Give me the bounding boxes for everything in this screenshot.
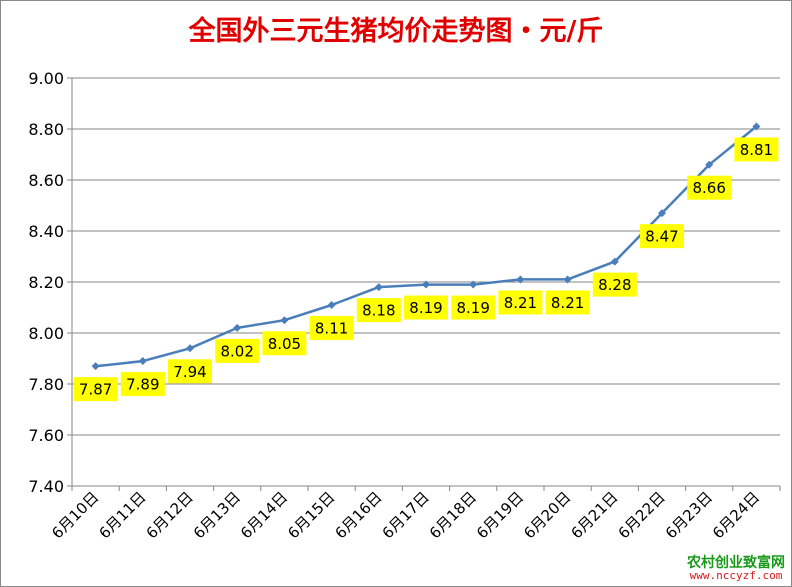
data-label-bg-10 <box>545 290 590 315</box>
data-point-5 <box>327 300 336 309</box>
data-label-bg-9 <box>498 290 543 315</box>
x-tick-label-13: 6月23日 <box>662 488 716 542</box>
x-tick-label-7: 6月17日 <box>379 488 433 542</box>
watermark-logo: 农村创业致富网 www.nccyzf.com <box>687 556 785 582</box>
data-label-10: 8.21 <box>551 294 584 312</box>
x-axis-ticks: 6月10日6月11日6月12日6月13日6月14日6月15日6月16日6月17日… <box>48 488 763 542</box>
data-label-11: 8.28 <box>598 276 631 294</box>
data-point-6 <box>374 283 383 292</box>
data-point-3 <box>233 323 242 332</box>
data-label-6: 8.18 <box>362 302 395 320</box>
data-point-0 <box>91 362 100 371</box>
x-tick-label-6: 6月16日 <box>331 488 385 542</box>
data-point-1 <box>138 357 147 366</box>
watermark-url: www.nccyzf.com <box>689 569 783 583</box>
data-label-bg-8 <box>451 295 496 320</box>
x-tick-label-8: 6月18日 <box>426 488 480 542</box>
data-label-bg-5 <box>309 315 354 340</box>
x-tick-label-5: 6月15日 <box>284 488 338 542</box>
y-tick-label-1: 7.60 <box>28 426 64 445</box>
data-label-13: 8.66 <box>692 179 725 197</box>
data-label-bg-11 <box>592 272 637 297</box>
y-tick-label-0: 7.40 <box>28 477 64 496</box>
data-label-9: 8.21 <box>504 294 537 312</box>
data-label-14: 8.81 <box>740 141 773 159</box>
watermark-name: 农村创业致富网 <box>687 554 785 571</box>
data-point-7 <box>422 280 430 289</box>
data-label-bg-3 <box>215 338 260 363</box>
y-tick-label-2: 7.80 <box>28 375 64 394</box>
y-tick-label-4: 8.20 <box>28 273 64 292</box>
data-label-0: 7.87 <box>79 381 112 399</box>
data-point-4 <box>280 316 289 325</box>
data-label-bg-0 <box>73 377 118 402</box>
x-tick-label-0: 6月10日 <box>48 488 102 542</box>
data-label-bg-14 <box>734 137 779 162</box>
data-label-bg-4 <box>262 331 307 356</box>
data-label-bg-7 <box>404 295 448 320</box>
data-point-14 <box>752 122 761 131</box>
data-label-bg-13 <box>687 175 732 200</box>
x-tick-label-14: 6月24日 <box>709 488 763 542</box>
data-label-bg-2 <box>168 359 212 384</box>
data-label-1: 7.89 <box>126 376 159 394</box>
y-tick-label-3: 8.00 <box>28 324 64 343</box>
x-tick-label-1: 6月11日 <box>95 488 149 542</box>
y-tick-label-8: 9.00 <box>28 69 64 88</box>
x-tick-label-4: 6月14日 <box>237 488 291 542</box>
data-point-9 <box>516 275 525 284</box>
data-point-2 <box>186 344 194 353</box>
x-tick-label-12: 6月22日 <box>615 488 669 542</box>
chart-title: 全国外三元生猪均价走势图・元/斤 <box>188 16 604 47</box>
y-tick-label-6: 8.60 <box>28 171 64 190</box>
data-label-7: 8.19 <box>409 299 442 317</box>
axes <box>67 77 781 491</box>
data-point-13 <box>705 160 714 169</box>
data-point-11 <box>610 257 619 266</box>
data-label-8: 8.19 <box>456 299 489 317</box>
data-label-bg-6 <box>356 298 401 323</box>
x-tick-label-9: 6月19日 <box>473 488 527 542</box>
data-point-8 <box>469 280 478 289</box>
x-tick-label-11: 6月21日 <box>567 488 621 542</box>
y-tick-label-5: 8.40 <box>28 222 64 241</box>
data-label-4: 8.05 <box>268 335 301 353</box>
data-label-12: 8.47 <box>645 228 678 246</box>
data-label-bg-1 <box>120 372 165 397</box>
y-axis-ticks: 7.40 7.60 7.80 8.00 8.20 8.40 8.60 8.80 9.00 <box>28 69 64 496</box>
data-labels: 7.87 7.89 7.94 8.02 8.05 8.11 8.18 8.19 8.19 8.21… <box>73 137 779 402</box>
y-tick-label-7: 8.80 <box>28 120 64 139</box>
data-point-12 <box>658 209 666 218</box>
data-point-10 <box>563 275 572 284</box>
x-tick-label-2: 6月12日 <box>143 488 197 542</box>
x-tick-label-10: 6月20日 <box>520 488 574 542</box>
x-tick-label-3: 6月13日 <box>190 488 244 542</box>
data-label-5: 8.11 <box>315 319 348 337</box>
data-label-2: 7.94 <box>173 363 206 381</box>
data-label-bg-12 <box>640 224 684 249</box>
data-label-3: 8.02 <box>220 342 253 360</box>
